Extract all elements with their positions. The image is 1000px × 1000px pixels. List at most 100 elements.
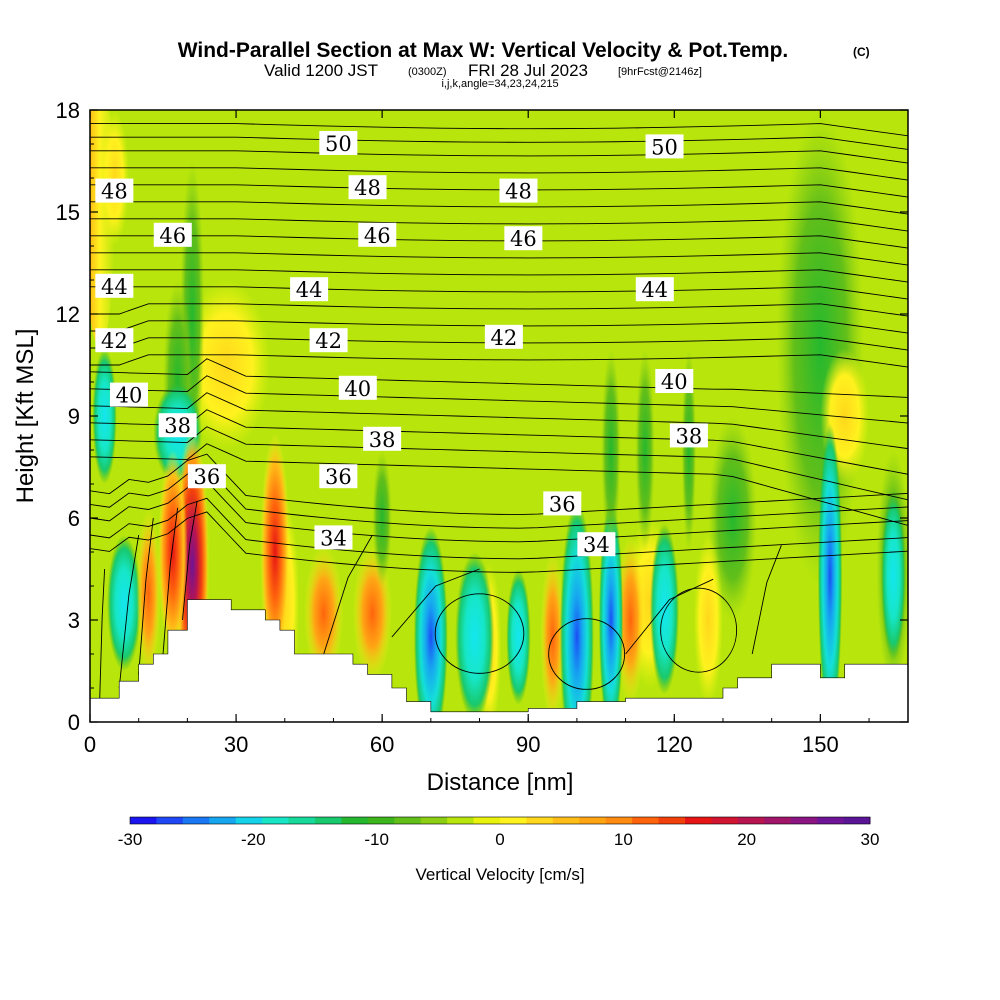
isentrope-label-text: 38 xyxy=(676,424,703,448)
colorbar-tick-label: 20 xyxy=(737,830,756,849)
isentrope-label: 48 xyxy=(348,175,387,200)
subtitle-date: FRI 28 Jul 2023 xyxy=(468,61,588,80)
velocity-cell xyxy=(413,526,448,722)
isentrope-label: 40 xyxy=(338,375,377,401)
isentrope-label-text: 40 xyxy=(116,384,143,408)
y-tick-label: 0 xyxy=(68,710,80,735)
chart-title: Wind-Parallel Section at Max W: Vertical… xyxy=(178,39,789,62)
x-axis-label: Distance [nm] xyxy=(427,769,574,796)
colorbar-frame xyxy=(129,816,871,825)
velocity-cell xyxy=(708,416,758,620)
colorbar-swatch xyxy=(473,817,501,824)
isentrope-line xyxy=(118,534,140,689)
isentrope-line xyxy=(625,578,714,655)
isentrope-label: 38 xyxy=(158,413,197,438)
isentrope-label-text: 44 xyxy=(296,278,323,302)
colorbar-swatch xyxy=(579,817,607,824)
isentrope-label-box xyxy=(95,273,134,298)
colorbar-swatch xyxy=(209,817,237,824)
isentrope-line xyxy=(90,201,908,215)
velocity-cell xyxy=(598,501,624,722)
isentrope-label-box xyxy=(95,178,134,203)
x-tick-label: 0 xyxy=(84,732,96,757)
isentrope-line xyxy=(90,354,908,368)
colorbar-swatch xyxy=(817,817,845,824)
isentrope-label-text: 48 xyxy=(101,180,128,204)
isentrope-label: 46 xyxy=(358,222,397,248)
isentrope-label-box xyxy=(338,375,377,400)
isentrope-label: 44 xyxy=(290,277,329,302)
colorbar-swatch xyxy=(843,817,871,824)
isentrope-label-box xyxy=(363,426,402,451)
isentrope-line xyxy=(90,392,908,450)
isentrope-label-box xyxy=(484,324,523,349)
isentrope-line xyxy=(182,500,198,621)
isentrope-label-text: 50 xyxy=(325,132,352,156)
isentrope-label-box xyxy=(577,532,616,557)
colorbar-swatch xyxy=(394,817,422,824)
velocity-cell xyxy=(649,524,680,695)
colorbar-swatch xyxy=(235,817,263,824)
colorbar-swatch xyxy=(315,817,342,824)
isentrope-label-box xyxy=(543,491,582,516)
isentrope-line xyxy=(90,269,908,283)
isentrope-label-box xyxy=(187,464,226,489)
isentrope-line xyxy=(90,123,908,137)
velocity-cell xyxy=(304,545,344,682)
isentrope-label-text: 44 xyxy=(641,278,668,302)
colorbar-swatch xyxy=(658,817,686,824)
colorbar-swatch xyxy=(130,817,157,824)
colorbar-tick-label: -30 xyxy=(118,830,143,849)
colorbar-swatch xyxy=(790,817,818,824)
colorbar-swatch xyxy=(685,817,712,824)
isentrope-label-box xyxy=(319,131,358,155)
isentrope-line xyxy=(162,507,179,655)
velocity-cell xyxy=(681,348,697,552)
isentrope-label: 46 xyxy=(153,222,192,248)
isentrope-label: 50 xyxy=(319,131,358,156)
isentrope-label: 42 xyxy=(484,324,523,350)
x-axis: 0 30 60 90 120 150 xyxy=(84,110,870,757)
isentrope-label-text: 38 xyxy=(369,428,396,452)
isentrope-line xyxy=(391,568,480,638)
y-tick-label: 9 xyxy=(68,404,80,429)
isentrope-line xyxy=(90,375,908,424)
colorbar-swatch xyxy=(367,817,395,824)
isentrope-line xyxy=(90,453,908,516)
isentrope-label-box xyxy=(319,464,358,489)
colorbar: -30 -20 -10 0 10 20 30 xyxy=(118,816,879,849)
subtitle-utc: (0300Z) xyxy=(408,66,447,78)
isentrope-line xyxy=(90,303,908,317)
isentrope-label-box xyxy=(645,134,684,159)
isentrope-label: 34 xyxy=(577,532,616,557)
isentrope-label-text: 36 xyxy=(549,492,576,516)
velocity-cell xyxy=(455,552,495,722)
chart-subtitle: Valid 1200 JST (0300Z) FRI 28 Jul 2023 [… xyxy=(264,61,702,80)
terrain xyxy=(90,599,908,722)
isentrope-label-text: 42 xyxy=(491,326,518,350)
velocity-cell xyxy=(260,433,290,671)
chart-title-mark: (C) xyxy=(853,45,870,59)
y-tick-label: 15 xyxy=(56,200,80,225)
isentrope-label-text: 42 xyxy=(315,329,342,353)
isentrope-label-box xyxy=(158,413,197,438)
colorbar-swatch xyxy=(605,817,633,824)
isentrope-line xyxy=(90,467,908,529)
plot-area xyxy=(90,110,908,722)
isentrope-line xyxy=(90,480,908,543)
isentrope-label-box xyxy=(309,328,348,353)
isentrope-label: 42 xyxy=(309,328,348,353)
isentrope-label: 36 xyxy=(187,464,226,489)
colorbar-swatch xyxy=(500,817,527,824)
colorbar-tick-label: 10 xyxy=(614,830,633,849)
isentrope-line xyxy=(90,286,908,300)
velocity-cell xyxy=(881,490,906,661)
colorbar-swatch xyxy=(420,817,448,824)
x-tick-label: 30 xyxy=(224,732,248,757)
colorbar-swatch xyxy=(526,817,554,824)
isentrope-label-text: 36 xyxy=(325,465,352,489)
y-tick-label: 3 xyxy=(68,608,80,633)
